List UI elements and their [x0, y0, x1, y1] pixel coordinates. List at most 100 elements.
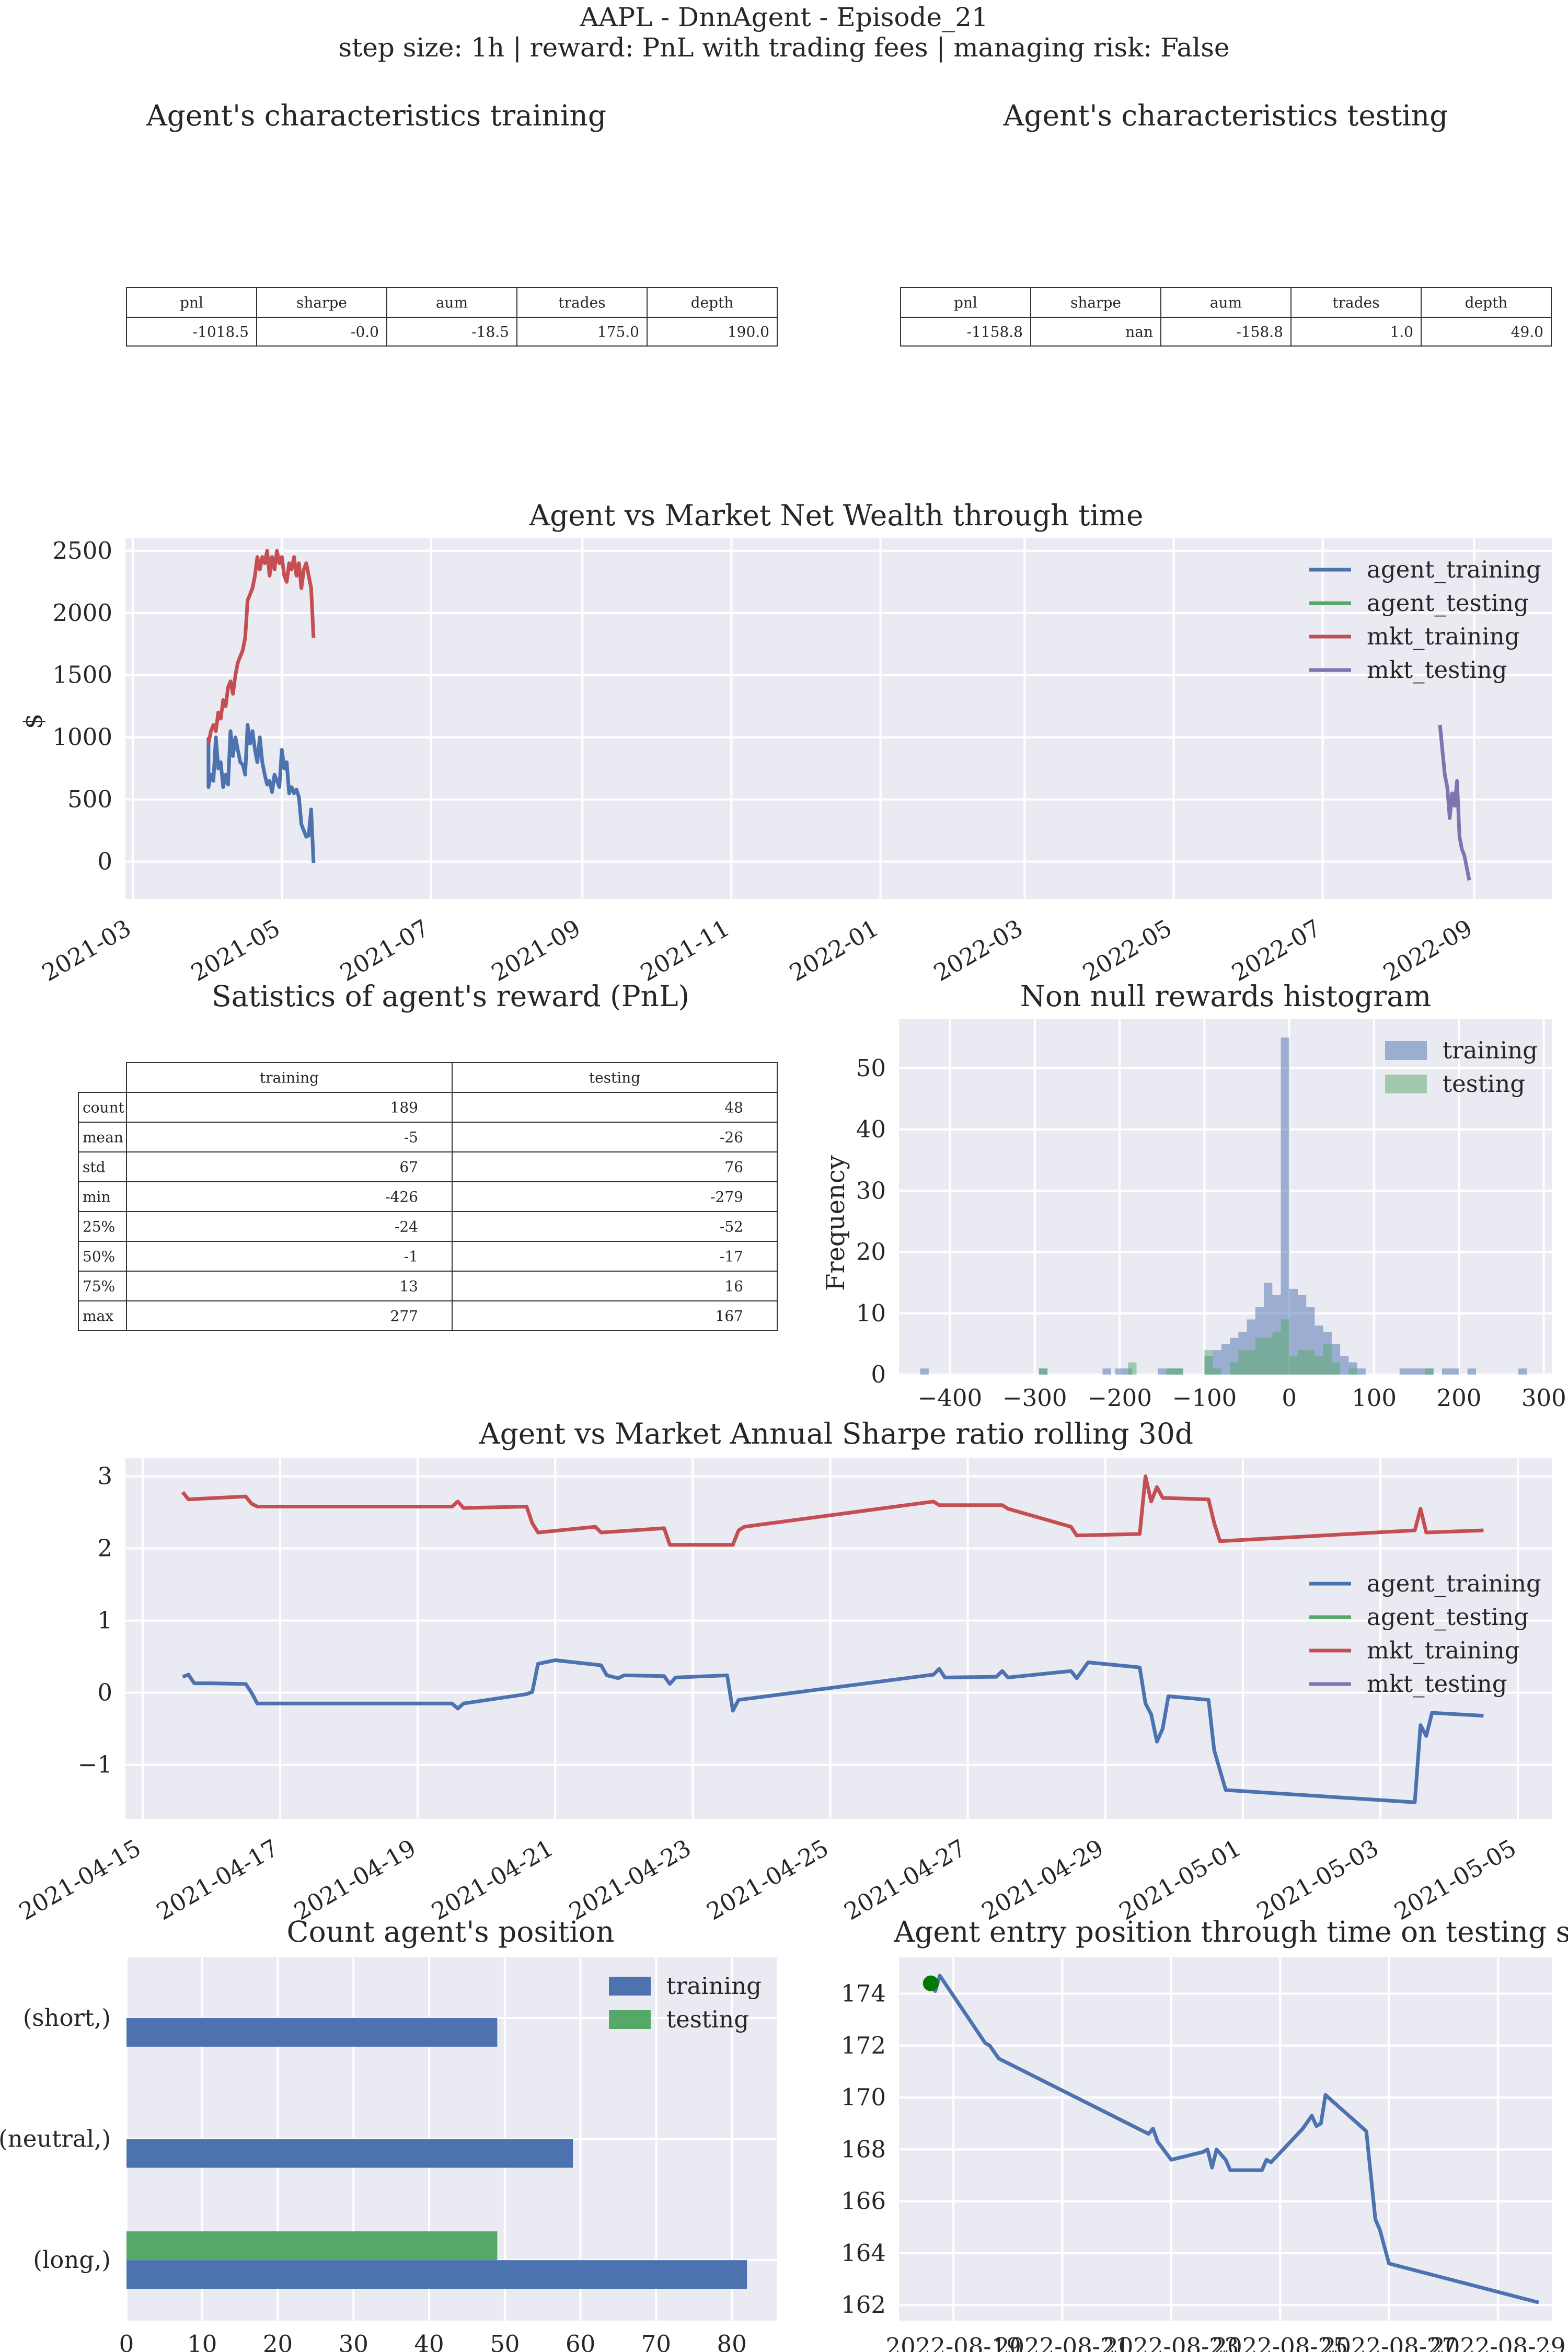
series-line-agent-training: [182, 1658, 1484, 1804]
histogram-title: Non null rewards histogram: [1020, 979, 1431, 1013]
table-cell: 175.0: [597, 324, 639, 341]
series-line-entry: [929, 1974, 1539, 2304]
x-tick-label: 100: [1352, 1384, 1397, 1412]
legend-label: testing: [1443, 1070, 1525, 1098]
series-line-mkt-training: [181, 1474, 1484, 1547]
plot-area: [899, 1019, 1552, 1375]
x-tick-label: 200: [1436, 1384, 1481, 1412]
y-tick-label: 30: [856, 1177, 886, 1204]
histogram-bar-testing: [1331, 1362, 1341, 1375]
histogram-bar-training: [1408, 1368, 1417, 1375]
histogram-bar-training: [1399, 1368, 1409, 1375]
table-cell: 167: [716, 1308, 743, 1325]
y-tick-label: 0: [871, 1361, 886, 1388]
histogram-bar-training: [1340, 1356, 1349, 1375]
histogram-bar-testing: [1272, 1331, 1281, 1375]
table-cell: -1: [404, 1248, 418, 1265]
plot-area: [125, 1458, 1552, 1819]
table-header-cell: pnl: [180, 294, 203, 312]
table-row: [78, 1092, 778, 1123]
legend-swatch: [1385, 1075, 1427, 1093]
table-header-cell: trades: [558, 294, 605, 312]
table-cell: -279: [710, 1189, 743, 1206]
histogram-bar-testing: [1230, 1362, 1239, 1375]
table-row: [78, 1271, 778, 1301]
y-tick-label: (neutral,): [0, 2125, 111, 2153]
legend-label: agent_testing: [1367, 589, 1529, 617]
position-bar-training: [126, 2260, 747, 2289]
x-tick-label: 10: [187, 2330, 217, 2352]
histogram-bar-testing: [1238, 1350, 1247, 1375]
x-tick-label: 2022-08-19: [885, 2333, 1021, 2352]
y-tick-label: 168: [841, 2135, 886, 2163]
table-cell: -426: [385, 1189, 418, 1206]
table-cell: -0.0: [351, 324, 379, 341]
table-row: [78, 1122, 778, 1152]
positions-chart-title: Count agent's position: [287, 1915, 615, 1949]
table-row: [78, 1241, 778, 1272]
histogram-bar-testing: [1315, 1356, 1323, 1375]
legend-swatch: [1385, 1041, 1427, 1060]
x-tick-label: 60: [566, 2330, 595, 2352]
legend-label: mkt_testing: [1367, 1670, 1507, 1698]
table-cell: -24: [395, 1218, 418, 1236]
x-tick-label: 2022-08-21: [995, 2333, 1130, 2352]
histogram-bar-testing: [1306, 1350, 1315, 1375]
y-tick-label: 0: [97, 1679, 112, 1707]
table-cell: 76: [724, 1159, 743, 1176]
y-tick-label: −1: [78, 1751, 112, 1779]
table-row-label: max: [83, 1308, 113, 1325]
y-tick-label: 2000: [52, 599, 112, 627]
series-line-agent-training: [206, 723, 316, 863]
position-bar-training: [126, 2139, 573, 2168]
entry-chart-title: Agent entry position through time on tes…: [893, 1915, 1568, 1949]
histogram-bar-training: [1115, 1368, 1124, 1375]
x-tick-label: −300: [1002, 1384, 1067, 1412]
table-header-cell: aum: [436, 294, 468, 312]
histogram-bar-training: [1357, 1368, 1366, 1375]
x-tick-label: 80: [717, 2330, 747, 2352]
x-tick-label: 70: [641, 2330, 671, 2352]
table-row: [78, 1211, 778, 1242]
position-bar-testing: [126, 2231, 498, 2261]
histogram-bar-training: [920, 1368, 929, 1375]
series-line-mkt-testing: [1438, 724, 1471, 881]
table-row-label: 50%: [83, 1248, 115, 1265]
table-row: [78, 1151, 778, 1182]
table-header-cell: trades: [1332, 294, 1379, 312]
table-row-label: 75%: [83, 1278, 115, 1295]
y-tick-label: 40: [856, 1115, 886, 1143]
plot-area: [899, 1957, 1552, 2321]
table-header-cell: depth: [1465, 294, 1508, 312]
table-header-cell: pnl: [954, 294, 977, 312]
char-testing-title: Agent's characteristics testing: [1003, 99, 1448, 132]
x-tick-label: −400: [918, 1384, 983, 1412]
legend-swatch: [609, 2010, 651, 2029]
histogram-bar-testing: [1039, 1368, 1048, 1375]
table-cell: 277: [390, 1308, 418, 1325]
legend-label: mkt_training: [1367, 622, 1520, 650]
histogram-bar-testing: [1425, 1368, 1434, 1375]
y-tick-label: 162: [841, 2291, 886, 2319]
y-tick-label: 170: [841, 2083, 886, 2111]
histogram-bar-testing: [1281, 1319, 1289, 1375]
table-cell: -26: [720, 1129, 743, 1146]
legend-swatch: [609, 1977, 651, 1996]
histogram-bar-testing: [1323, 1344, 1332, 1375]
histogram-bar-testing: [1166, 1368, 1175, 1375]
entry-marker: [923, 1975, 939, 1991]
legend-label: mkt_training: [1367, 1636, 1520, 1664]
table-cell: -158.8: [1236, 324, 1283, 341]
table-cell: 49.0: [1511, 324, 1543, 341]
table-header-cell: depth: [691, 294, 734, 312]
y-tick-label: 20: [856, 1238, 886, 1266]
table-cell: nan: [1125, 324, 1153, 341]
table-cell: 13: [399, 1278, 418, 1295]
table-cell: 1.0: [1390, 324, 1413, 341]
table-cell: 189: [390, 1099, 418, 1116]
table-row-label: 25%: [83, 1218, 115, 1236]
histogram-bar-training: [1467, 1368, 1476, 1375]
x-tick-label: 2022-08-27: [1321, 2333, 1457, 2352]
table-cell: -5: [404, 1129, 418, 1146]
